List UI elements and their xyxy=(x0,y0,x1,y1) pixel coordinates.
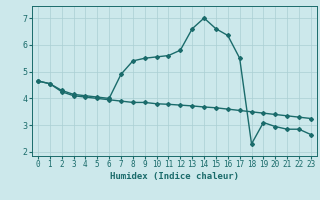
X-axis label: Humidex (Indice chaleur): Humidex (Indice chaleur) xyxy=(110,172,239,181)
